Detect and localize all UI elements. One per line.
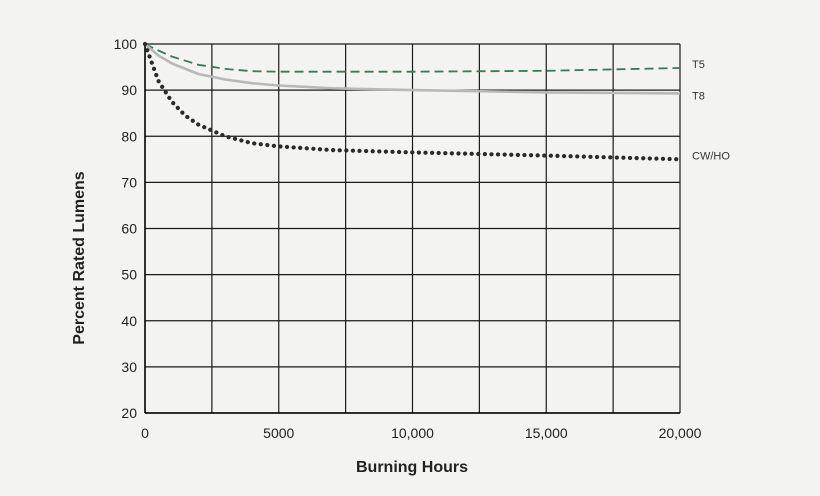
y-tick-label: 20: [121, 405, 137, 421]
y-tick-label: 40: [121, 313, 137, 329]
x-axis-title: Burning Hours: [356, 459, 468, 476]
y-tick-label: 90: [121, 82, 137, 98]
series-line-t8: [144, 43, 681, 95]
series-group: [142, 41, 683, 162]
series-line-cw-ho: [142, 41, 683, 162]
y-tick-label: 50: [121, 267, 137, 283]
series-label: T5: [692, 59, 705, 71]
x-tick-label: 0: [141, 425, 149, 441]
x-tick-label: 15,000: [525, 425, 568, 441]
y-tick-label: 60: [121, 221, 137, 237]
x-tick-label: 10,000: [391, 425, 434, 441]
y-tick-label: 80: [121, 128, 137, 144]
x-tick-label: 20,000: [659, 425, 702, 441]
labels-group: 20 30 40 50 60 70 80 90 100 0 5000 10,000 15,000 20,0…: [114, 36, 731, 441]
y-axis-title: Percent Rated Lumens: [71, 171, 88, 344]
y-tick-label: 70: [121, 174, 137, 190]
axes: [144, 44, 680, 414]
series-label: CW/HO: [692, 150, 730, 162]
series-label: T8: [692, 90, 705, 102]
y-tick-label: 100: [114, 36, 138, 52]
series-line-t5: [144, 43, 681, 73]
y-tick-label: 30: [121, 359, 137, 375]
x-tick-label: 5000: [263, 425, 294, 441]
